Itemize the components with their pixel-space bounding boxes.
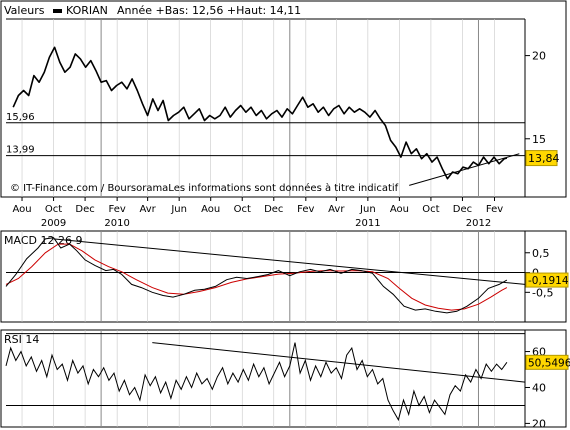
y-tick-label: 15 <box>532 133 546 146</box>
macd-month-grid <box>6 231 525 322</box>
price-trendline <box>409 153 520 186</box>
credit-text: © IT-Finance.com / BoursoramaLes informa… <box>10 182 399 194</box>
x-month-label: Fev <box>297 204 314 215</box>
macd-last-value: -0,1914 <box>528 275 569 287</box>
rsi-line <box>5 342 508 422</box>
x-month-label: Oct <box>422 204 439 215</box>
y-tick-label: 20 <box>532 417 546 430</box>
price-last-value: 13,84 <box>528 152 560 165</box>
price-reference-lines: 15,96 13,99 <box>6 112 525 157</box>
price-month-grid <box>21 19 495 197</box>
y-tick-label: 40 <box>532 381 546 394</box>
x-year-label: 2012 <box>466 218 491 229</box>
rsi-title: RSI 14 <box>4 333 39 346</box>
macd-line <box>5 237 508 314</box>
macd-panel: 0,50-0,5 MACD 12 26 9 -0,1914 <box>0 230 569 323</box>
macd-panel-frame <box>0 230 567 323</box>
x-month-label: Dec <box>264 204 283 215</box>
y-tick-label: 0,5 <box>532 247 550 260</box>
price-last-value-badge: 13,84 <box>525 150 560 167</box>
x-axis: Aou Oct Dec Fev Avr Jun Aou Oct Dec Fev Avr Jun Aou O… <box>12 197 503 229</box>
macd-last-value-badge: -0,1914 <box>525 272 569 288</box>
x-year-label: 2009 <box>41 218 66 229</box>
x-month-label: Dec <box>453 204 472 215</box>
y-tick-label: -0,5 <box>532 286 553 299</box>
series-legend-swatch <box>53 9 62 13</box>
rsi-last-value-badge: 50,5496 <box>525 354 570 370</box>
x-month-label: Avr <box>328 204 345 215</box>
x-month-label: Jun <box>359 204 376 215</box>
x-month-label: Dec <box>75 204 94 215</box>
x-month-label: Fev <box>108 204 125 215</box>
reference-line-label: 13,99 <box>6 145 35 156</box>
rsi-month-grid <box>6 330 525 427</box>
x-month-label: Avr <box>139 204 156 215</box>
security-name: KORIAN <box>66 4 108 17</box>
x-month-label: Jun <box>170 204 187 215</box>
x-month-label: Oct <box>234 204 251 215</box>
x-year-label: 2010 <box>104 218 129 229</box>
price-panel-frame <box>0 0 567 198</box>
x-month-label: Aou <box>390 204 409 215</box>
reference-line-label: 15,96 <box>6 112 35 123</box>
price-series-line <box>12 46 508 180</box>
macd-trendline <box>53 238 526 285</box>
x-year-label: 2011 <box>355 218 380 229</box>
x-month-label: Oct <box>45 204 62 215</box>
x-month-label: Fev <box>486 204 503 215</box>
x-month-label: Aou <box>201 204 220 215</box>
rsi-last-value: 50,5496 <box>528 357 570 369</box>
year-range-text: Année +Bas: 12,56 +Haut: 14,11 <box>117 4 301 17</box>
x-month-label: Aou <box>12 204 31 215</box>
macd-signal-line <box>5 243 508 311</box>
rsi-trendline <box>152 342 526 383</box>
y-tick-label: 20 <box>532 50 546 63</box>
valeurs-label: Valeurs <box>4 4 45 17</box>
